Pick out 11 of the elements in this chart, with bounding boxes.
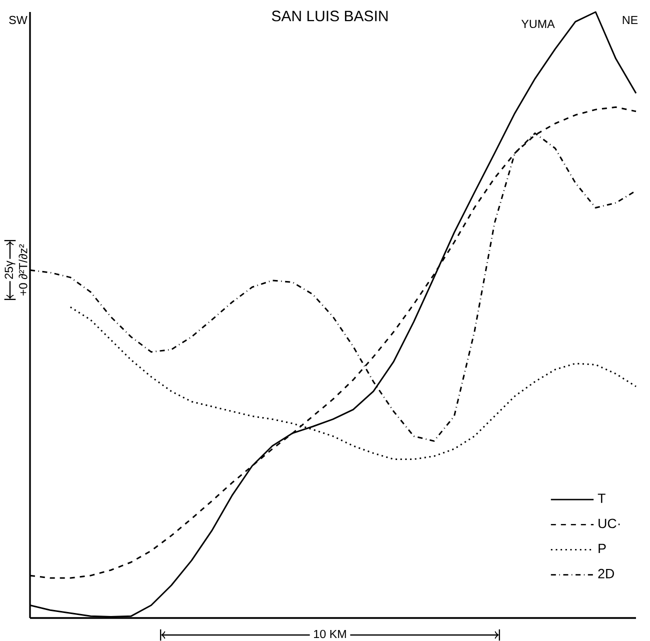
legend-label: 2D [598,568,614,578]
annotation: NE [622,16,638,24]
legend-label: P [598,544,606,553]
legend-label: T [598,494,606,503]
text: SW [9,16,28,24]
text: 10 KM [314,630,346,638]
text: 25γ [4,260,16,279]
legend-label: UC· [598,518,620,528]
chart-title: SAN LUIS BASIN [272,10,388,22]
annotation: YUMA [521,20,555,28]
text: +0 ∂²T/∂z² [18,244,28,296]
